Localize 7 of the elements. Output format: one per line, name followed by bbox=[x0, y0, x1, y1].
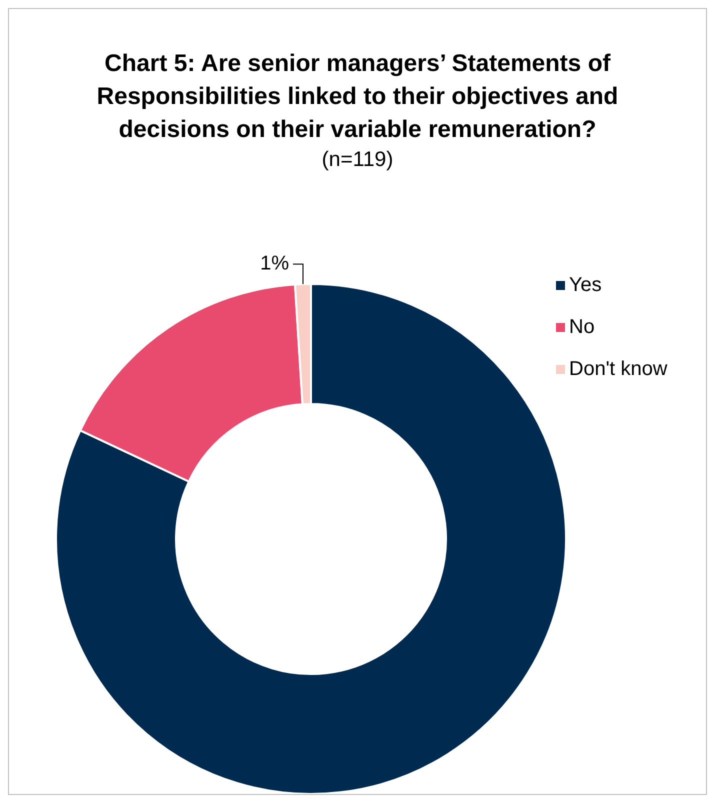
data-label: 1% bbox=[260, 252, 290, 274]
donut-slice bbox=[55, 283, 567, 794]
legend-label: Don't know bbox=[569, 358, 668, 380]
chart-title: Chart 5: Are senior managers’ Statements of Responsibilities linked to their objectives and decisions on their variable remuneration? bbox=[96, 49, 620, 145]
legend-label: No bbox=[569, 316, 595, 338]
chart-subtitle: (n=119) bbox=[320, 147, 394, 173]
legend-label: Yes bbox=[569, 274, 602, 296]
